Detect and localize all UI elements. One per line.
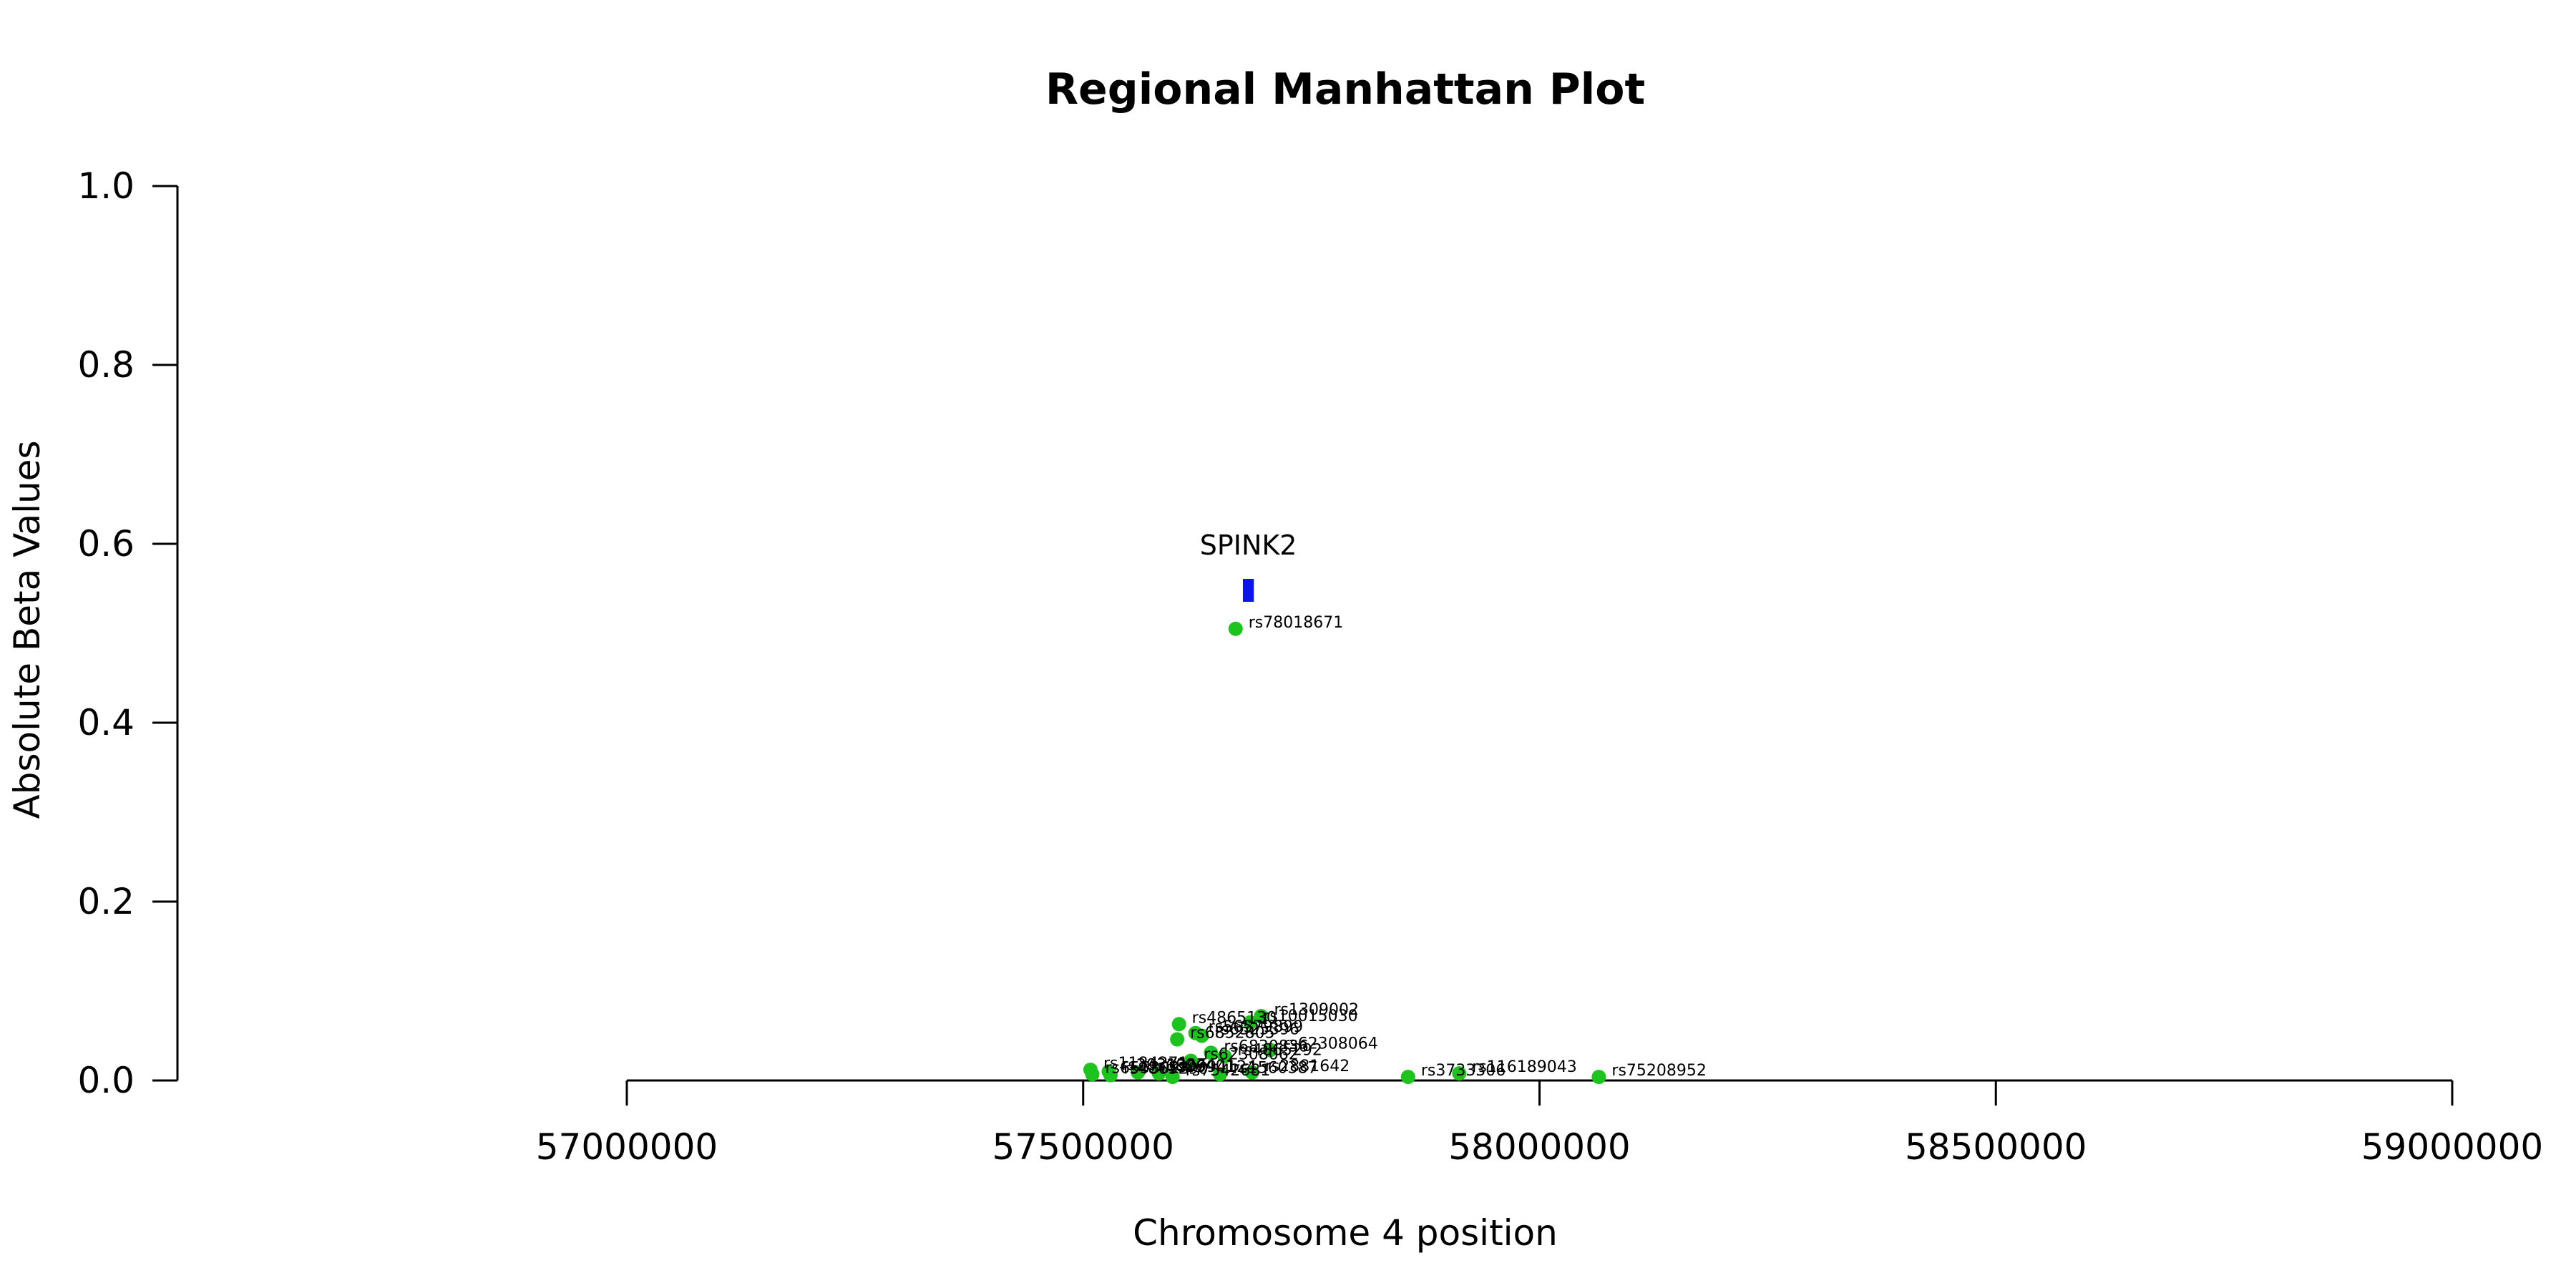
y-tick-label: 0.0 bbox=[77, 1060, 135, 1101]
y-ticks: 0.0 0.2 0.4 0.6 0.8 1.0 bbox=[77, 165, 177, 1101]
snp-label: rs6826401 bbox=[1151, 1058, 1236, 1075]
chart-title: Regional Manhattan Plot bbox=[1045, 64, 1645, 114]
snp-label: rs10015030 bbox=[1263, 1008, 1357, 1025]
snp-point bbox=[1194, 1028, 1209, 1043]
snp-point bbox=[1204, 1045, 1219, 1060]
snp-point bbox=[1103, 1068, 1118, 1083]
snp-point bbox=[1171, 1017, 1186, 1032]
x-tick-label: 57500000 bbox=[992, 1126, 1175, 1168]
x-tick-label: 58500000 bbox=[1905, 1126, 2087, 1168]
snp-label: rs1309002 bbox=[1274, 1001, 1359, 1019]
snp-label: rs7542681 bbox=[1186, 1062, 1271, 1080]
snp-point bbox=[1254, 1009, 1269, 1023]
x-axis-label: Chromosome 4 position bbox=[1133, 1212, 1558, 1254]
snp-point bbox=[1213, 1067, 1228, 1082]
snp-label: rs3733306 bbox=[1421, 1062, 1506, 1080]
snp-point bbox=[1151, 1066, 1166, 1080]
snp-point bbox=[1131, 1065, 1146, 1080]
snp-point bbox=[1217, 1049, 1232, 1064]
y-tick-label: 0.8 bbox=[77, 344, 135, 386]
snp-label: rs78018671 bbox=[1249, 614, 1343, 632]
snp-label: rs62308062 bbox=[1204, 1046, 1298, 1064]
snp-label: rs2031327 bbox=[1121, 1057, 1206, 1075]
y-tick-label: 0.2 bbox=[77, 881, 135, 922]
snp-label: rs4865292 bbox=[1237, 1041, 1322, 1059]
snp-point bbox=[1228, 621, 1243, 636]
snp-label: rs56579899 bbox=[1209, 1018, 1303, 1036]
snp-label: rs2881642 bbox=[1265, 1058, 1350, 1075]
gene-track: SPINK2 bbox=[1200, 530, 1297, 602]
snp-point bbox=[1244, 1065, 1259, 1080]
snp-label: rs6525396 bbox=[1215, 1021, 1300, 1039]
snp-labels: rs78018671rs1309002rs10015030rs4865130rs… bbox=[1103, 614, 1707, 1080]
snp-point bbox=[1170, 1032, 1185, 1047]
snp-label: rs1560387 bbox=[1233, 1059, 1318, 1077]
snp-points bbox=[1083, 621, 1606, 1084]
gene-label: SPINK2 bbox=[1200, 530, 1297, 561]
snp-label: rs62308064 bbox=[1283, 1035, 1377, 1053]
x-ticks: 57000000 57500000 58000000 58500000 59000000 bbox=[536, 1080, 2544, 1168]
x-tick-label: 57000000 bbox=[536, 1126, 718, 1168]
snp-label: rs6830836 bbox=[1224, 1038, 1309, 1055]
snp-label: rs116189043 bbox=[1472, 1058, 1576, 1076]
snp-point bbox=[1165, 1070, 1180, 1084]
snp-label: rs9994124 bbox=[1172, 1058, 1257, 1076]
x-tick-label: 58000000 bbox=[1448, 1126, 1631, 1168]
snp-point bbox=[1591, 1070, 1606, 1084]
snp-label: rs6852805 bbox=[1190, 1025, 1275, 1043]
snp-point bbox=[1243, 1015, 1258, 1030]
x-axis: 57000000 57500000 58000000 58500000 59000000 bbox=[536, 1079, 2544, 1168]
snp-label: rs75208952 bbox=[1611, 1062, 1706, 1080]
gene-block bbox=[1242, 579, 1254, 602]
y-axis: 0.0 0.2 0.4 0.6 0.8 1.0 bbox=[77, 165, 179, 1101]
snp-point bbox=[1452, 1066, 1467, 1080]
snp-label: rs4865130 bbox=[1192, 1009, 1277, 1027]
snp-label: rs4865290 bbox=[1123, 1060, 1209, 1078]
y-tick-label: 0.4 bbox=[77, 702, 135, 743]
y-tick-label: 1.0 bbox=[77, 165, 135, 207]
y-tick-label: 0.6 bbox=[77, 523, 135, 565]
x-tick-label: 59000000 bbox=[2361, 1126, 2544, 1168]
snp-point bbox=[1400, 1070, 1415, 1084]
snp-point bbox=[1184, 1053, 1199, 1068]
y-axis-label: Absolute Beta Values bbox=[6, 441, 48, 819]
snp-label: rs6553024 bbox=[1106, 1059, 1191, 1077]
snp-label: rs1184271 bbox=[1103, 1055, 1189, 1073]
snp-point bbox=[1263, 1043, 1278, 1058]
snp-point bbox=[1085, 1067, 1100, 1082]
